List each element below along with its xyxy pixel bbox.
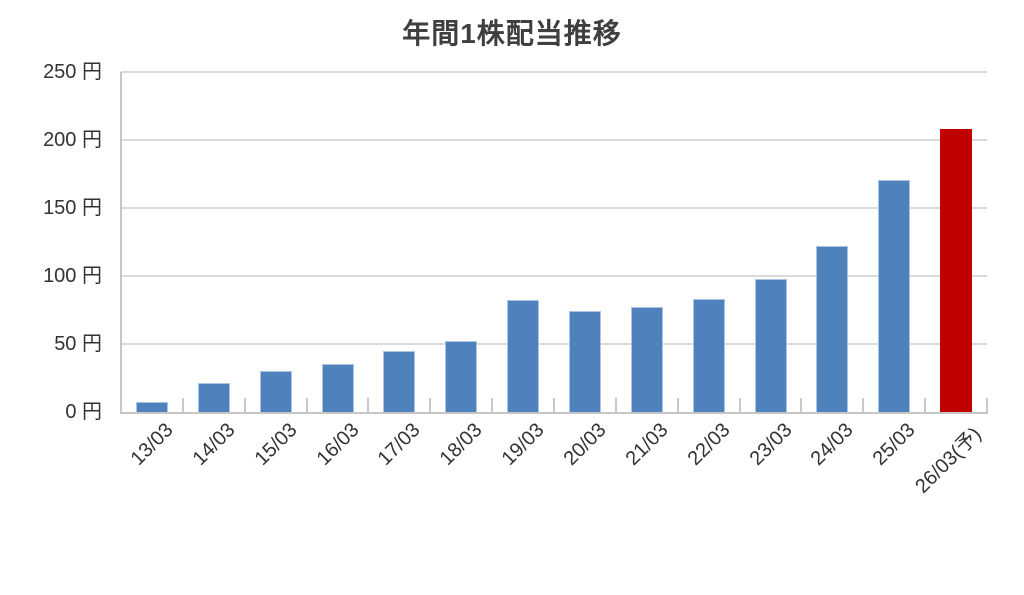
x-tick [491,398,494,412]
bar [692,298,725,412]
y-axis-label: 0 円 [65,401,102,423]
bar [321,364,354,412]
gridline-150 [121,206,987,209]
x-tick [862,398,865,412]
y-axis-label: 100 円 [43,264,102,287]
y-axis-label: 150 円 [43,196,102,219]
bar [630,307,663,412]
y-axis-line [120,71,122,414]
x-axis-line [120,412,988,414]
gridline-100 [121,274,987,277]
x-tick [243,398,246,412]
x-tick [181,398,184,412]
bar [197,383,230,412]
gridline-250 [121,70,987,73]
x-tick [924,398,927,412]
bar [135,401,168,412]
bar [445,341,478,412]
x-tick [305,398,308,412]
x-tick [800,398,803,412]
x-tick [429,398,432,412]
bar [754,278,787,412]
bar [259,371,292,412]
x-tick [676,398,679,412]
x-tick [553,398,555,412]
dividend-bar-chart: 年間1株配当推移 0 円 50 円 100 円 150 円 200 円 250 円 13/0… [43,18,988,498]
bar [507,300,540,412]
y-axis-label: 250 円 [43,60,102,83]
y-axis-label: 200 円 [43,128,102,151]
x-tick [367,398,370,412]
bar [816,245,849,412]
y-axis-label: 50 円 [54,332,102,355]
bar [878,180,911,412]
bar [383,350,416,412]
gridline-200 [121,138,987,141]
gridline-50 [121,342,987,345]
bar [568,311,601,412]
bar-forecast [940,128,973,412]
chart-title: 年間1株配当推移 [402,18,622,49]
x-tick [738,398,741,412]
x-tick [986,398,988,412]
x-tick [614,398,617,412]
